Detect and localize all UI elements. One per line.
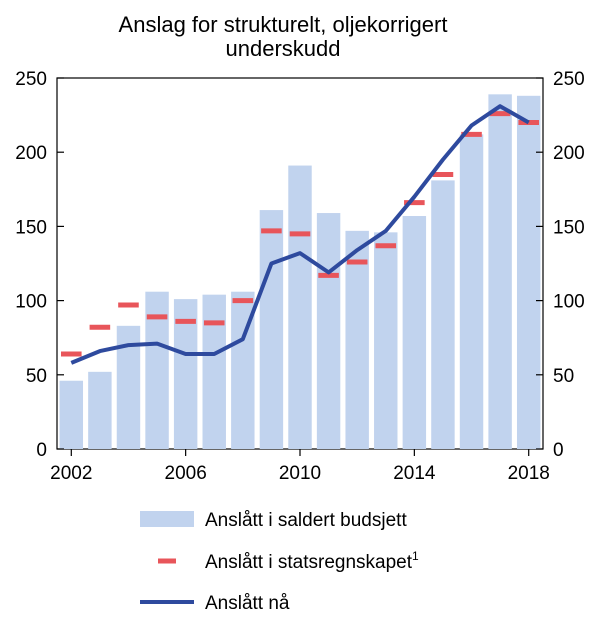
bar	[345, 230, 369, 449]
x-tick-label: 2014	[393, 463, 436, 484]
bar	[259, 210, 284, 449]
chart-title-line2: underskudd	[226, 36, 341, 61]
legend-line-label: Anslått nå	[205, 593, 290, 614]
bar	[116, 325, 141, 449]
bar	[231, 291, 255, 449]
y-tick-label-right: 200	[553, 143, 585, 164]
chart-title-line1: Anslag for strukturelt, oljekorrigert	[119, 12, 448, 37]
bar	[288, 165, 312, 449]
y-tick-label-right: 0	[553, 440, 564, 461]
bar	[202, 294, 226, 449]
bar	[374, 232, 398, 449]
bar	[488, 94, 512, 449]
bar	[88, 371, 112, 449]
line-series-anslatt-na	[70, 104, 530, 365]
x-tick-label: 2010	[279, 463, 321, 484]
legend: Anslått i saldert budsjett Anslått i sta…	[140, 510, 419, 614]
y-tick-label-left: 250	[15, 69, 47, 90]
bar	[516, 95, 541, 450]
axes-group: 0 0 50 50 100 100 150 150 200 200 250 250 2002 2006 20…	[15, 69, 584, 484]
y-tick-label-left: 200	[15, 143, 47, 164]
legend-dash-label: Anslått i statsregnskapet1	[205, 549, 419, 573]
legend-dash-label-text: Anslått i statsregnskapet	[205, 552, 413, 573]
x-tick-label: 2018	[508, 463, 550, 484]
y-tick-label-right: 250	[553, 69, 585, 90]
legend-bar-swatch	[140, 511, 194, 527]
bar	[459, 134, 484, 449]
legend-bar-label: Anslått i saldert budsjett	[205, 510, 407, 531]
y-tick-label-left: 100	[15, 292, 47, 313]
bar	[431, 180, 455, 449]
x-tick-label: 2006	[165, 463, 207, 484]
y-tick-label-right: 150	[553, 217, 585, 238]
bar	[316, 213, 341, 449]
bars-group	[59, 94, 541, 450]
y-tick-label-left: 150	[15, 217, 47, 238]
y-tick-label-left: 50	[26, 366, 47, 387]
line-group	[70, 104, 530, 365]
y-tick-label-left: 0	[36, 440, 47, 461]
bar	[402, 216, 427, 449]
legend-dash-footnote: 1	[412, 549, 419, 563]
y-tick-label-right: 100	[553, 292, 585, 313]
y-tick-label-right: 50	[553, 366, 574, 387]
bar	[173, 299, 198, 449]
bar	[59, 380, 84, 449]
x-tick-label: 2002	[50, 463, 92, 484]
bar	[145, 291, 169, 449]
